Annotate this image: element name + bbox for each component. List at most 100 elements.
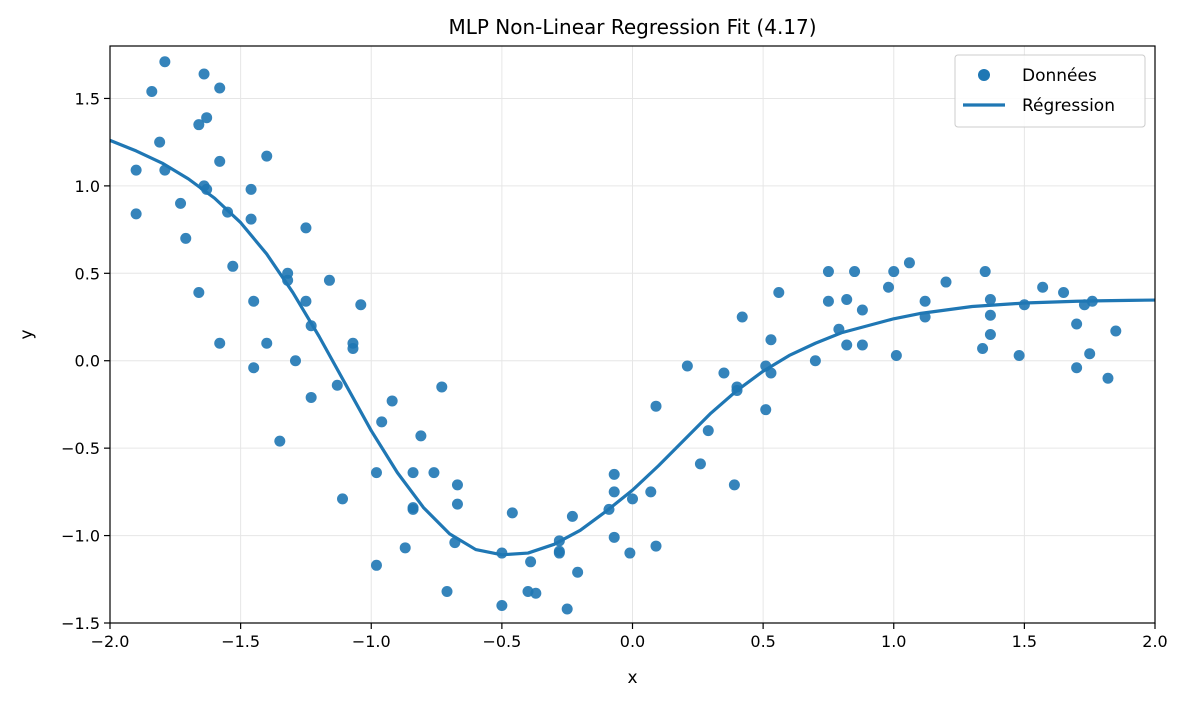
data-point [407,503,419,515]
data-point [1102,372,1114,384]
data-point [201,112,213,124]
data-point [572,566,584,578]
data-point [496,547,508,559]
data-point [822,295,834,307]
x-tick-label: 0.5 [750,632,775,651]
data-point [214,82,226,94]
data-point [376,416,388,428]
data-point [608,531,620,543]
data-point [245,213,257,225]
x-axis-ticks: −2.0 −1.5 −1.0 −0.5 0.0 0.5 1.0 1.5 2.0 [91,623,1168,651]
data-point [154,136,166,148]
data-point [984,329,996,340]
data-point [608,468,620,480]
data-point [386,395,398,407]
data-point [702,425,714,437]
legend-box [954,54,1146,128]
data-point [765,367,777,379]
data-point [300,295,312,307]
data-point [856,339,868,351]
data-point [355,299,367,311]
data-point [130,208,142,220]
data-point [193,119,205,131]
data-point [841,294,853,306]
data-point [627,493,638,505]
data-point [890,349,902,361]
data-point [130,164,142,176]
data-point [1013,349,1025,361]
data-point [773,287,785,299]
y-tick-label: 0.5 [75,264,100,283]
data-point [1058,287,1070,299]
data-point [415,430,427,442]
data-point [856,304,868,316]
data-point [525,556,537,568]
data-point [248,362,260,374]
x-tick-label: 1.5 [1012,632,1037,651]
legend: Données Régression [954,54,1146,128]
data-point [903,257,915,269]
data-point [883,281,895,293]
data-point [282,274,294,286]
data-point [261,150,273,162]
data-point [561,603,573,615]
data-point [849,266,861,278]
data-point [919,295,931,307]
data-point [694,458,706,470]
data-point [399,542,411,554]
data-point [261,337,273,349]
data-point [337,493,349,505]
legend-label-regression: Régression [1022,96,1115,116]
y-tick-label: −1.5 [61,614,100,633]
data-point [888,266,900,278]
x-tick-label: −1.0 [352,632,391,651]
data-point [428,467,440,479]
data-point [977,342,989,354]
data-point [809,355,821,367]
y-tick-label: 1.0 [75,177,100,196]
x-tick-label: −2.0 [91,632,130,651]
data-point [650,540,662,552]
data-point [245,183,257,195]
data-point [370,559,382,571]
data-point [449,537,461,549]
data-point [300,222,312,234]
y-tick-label: −0.5 [61,439,100,458]
data-point [305,320,317,332]
data-point [650,400,662,412]
data-point [624,547,636,559]
y-tick-label: 1.5 [75,89,100,108]
x-tick-label: 1.0 [881,632,906,651]
data-point [833,323,845,335]
data-point [566,510,578,522]
data-point [451,479,463,491]
data-point [175,197,187,209]
data-point [553,535,565,547]
data-point [1084,348,1096,360]
data-point [180,232,192,244]
data-point [645,486,657,498]
data-point [1018,299,1030,311]
x-axis-label: x [627,668,637,688]
data-point [608,486,620,498]
data-point [736,311,748,323]
data-point [289,355,301,367]
data-point [214,337,226,349]
data-point [718,367,730,379]
data-point [201,183,213,195]
data-point [603,503,615,515]
data-point [1110,325,1122,337]
data-point [984,294,996,306]
data-point [222,206,234,218]
data-point [728,479,740,491]
data-point [530,587,542,599]
data-point [984,309,996,321]
y-axis-ticks: −1.5 −1.0 −0.5 0.0 0.5 1.0 1.5 [61,89,110,633]
data-point [1037,281,1049,293]
points-layer [130,56,1122,615]
data-point [1071,362,1083,374]
data-point [436,381,448,393]
y-tick-label: −1.0 [61,527,100,546]
data-point [227,260,239,272]
